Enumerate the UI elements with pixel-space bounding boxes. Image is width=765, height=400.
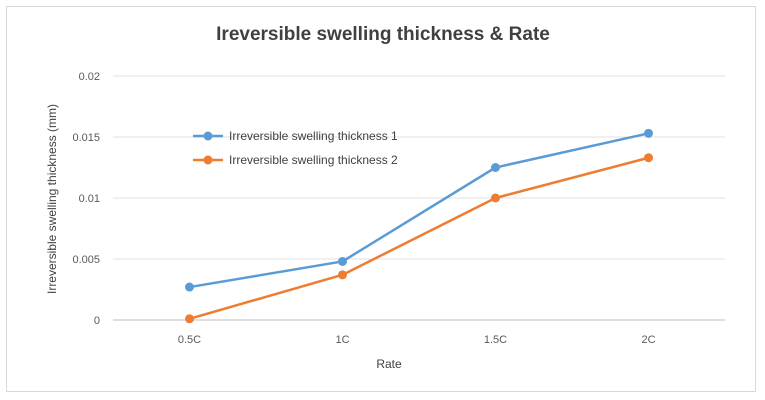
x-tick-label: 2C (641, 334, 655, 346)
data-point (644, 128, 653, 138)
series-group (185, 128, 653, 324)
x-tick-label: 1C (335, 334, 349, 346)
legend-swatch-marker (203, 155, 213, 165)
data-point (491, 193, 500, 203)
data-point (491, 163, 500, 172)
y-tick-label: 0.005 (72, 254, 100, 266)
y-axis-ticks: 0 0.005 0.01 0.015 0.02 (72, 71, 100, 327)
legend-label: Irreversible swelling thickness 1 (229, 129, 398, 143)
gridlines (113, 75, 725, 321)
series-line (189, 132, 649, 289)
data-point (338, 256, 347, 266)
y-tick-label: 0.01 (79, 193, 100, 205)
data-point (644, 153, 653, 163)
y-tick-label: 0 (94, 315, 100, 327)
series-line (189, 156, 649, 320)
data-point (338, 270, 347, 280)
chart-frame (6, 6, 756, 392)
y-tick-label: 0.02 (79, 71, 100, 83)
x-tick-label: 0.5C (178, 334, 201, 346)
x-axis-label: Rate (376, 357, 402, 371)
data-point (185, 314, 194, 324)
legend-swatch-marker (203, 131, 213, 141)
x-tick-label: 1.5C (484, 334, 507, 346)
y-tick-label: 0.015 (72, 132, 100, 144)
legend-label: Irreversible swelling thickness 2 (229, 153, 398, 167)
x-axis-ticks: 0.5C 1C 1.5C 2C (178, 334, 656, 346)
data-point (185, 282, 194, 292)
y-axis-label: Irreversible swelling thickness (mm) (45, 104, 59, 294)
chart-title: Ireversible swelling thickness & Rate (216, 24, 550, 45)
legend: Irreversible swelling thickness 1 Irrever… (193, 129, 398, 167)
